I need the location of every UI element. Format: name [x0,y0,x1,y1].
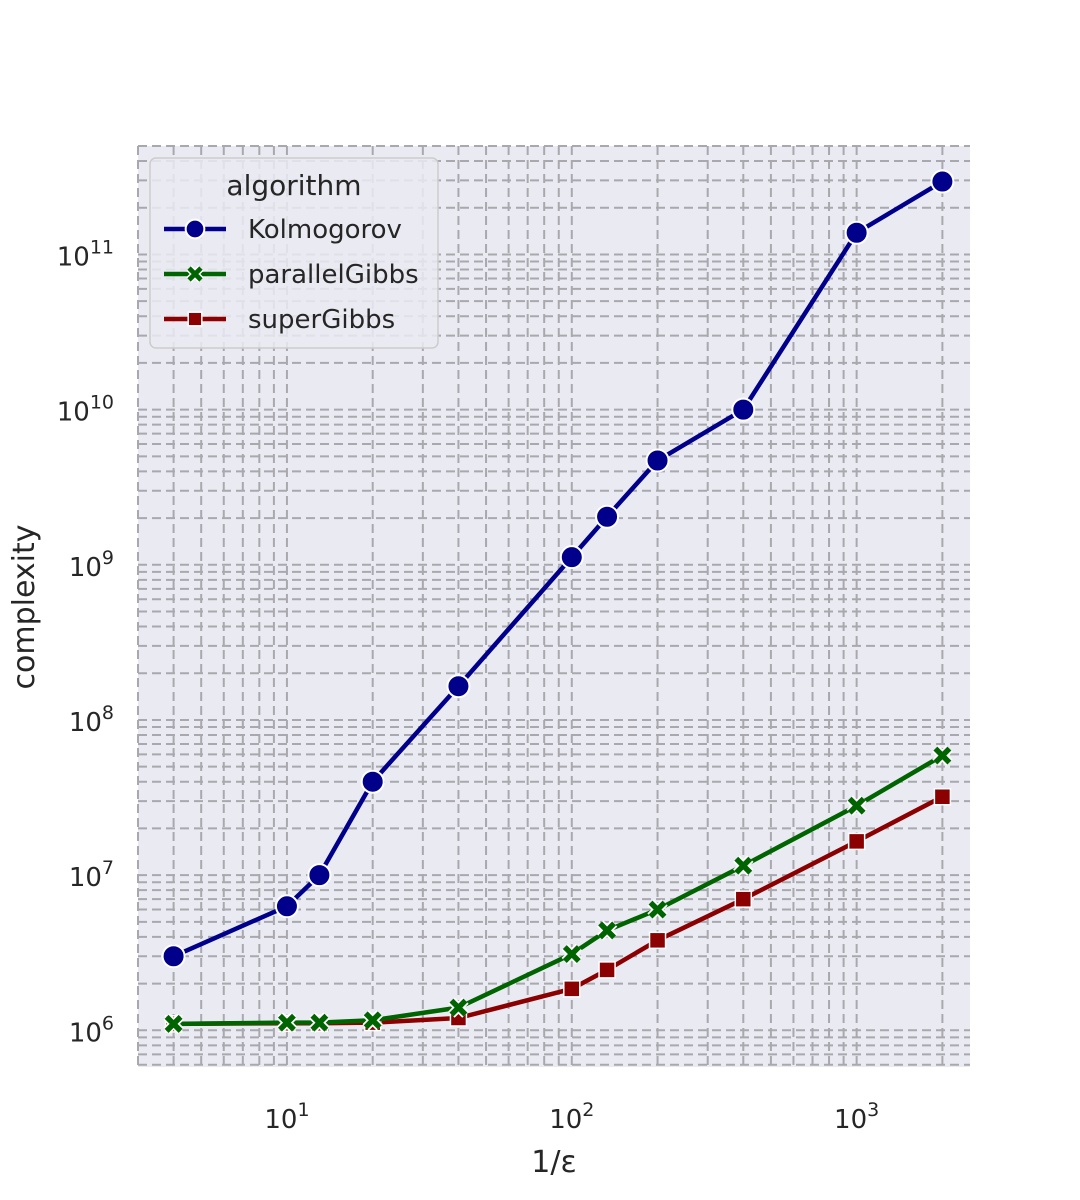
data-point-parallelgibbs [163,1013,184,1035]
y-tick-label: 107 [69,857,114,893]
x-tick-label: 103 [834,1099,879,1135]
legend-marker-parallelgibbs [186,265,204,283]
data-point-supergibbs [563,980,581,998]
y-axis-title: complexity [7,525,42,690]
data-point-kolmogorov [446,674,471,699]
data-point-parallelgibbs [276,1012,298,1033]
legend-label-parallelgibbs: parallelGibbs [248,260,419,290]
data-point-kolmogorov [559,545,584,570]
x-axis-ticks: 101 102 103 [264,1099,879,1135]
data-point-parallelgibbs [448,997,469,1018]
data-point-parallelgibbs [932,745,953,766]
legend-title: algorithm [226,169,361,202]
legend: algorithm Kolmogorov parallelGibbs superGi… [149,157,439,349]
data-point-parallelgibbs [733,855,754,876]
data-point-parallelgibbs [362,1010,383,1031]
data-point-parallelgibbs [596,920,618,941]
data-point-kolmogorov [307,863,332,888]
data-point-parallelgibbs [561,943,582,965]
series-group [161,169,955,1035]
data-point-kolmogorov [645,448,670,473]
data-point-kolmogorov [731,397,756,422]
y-tick-label: 109 [69,547,114,583]
x-tick-label: 102 [549,1099,594,1135]
legend-label-supergibbs: superGibbs [248,305,395,335]
legend-marker-kolmogorov [184,218,206,240]
y-tick-label: 108 [69,702,114,738]
y-tick-label: 1010 [57,392,114,428]
data-point-supergibbs [734,890,753,908]
legend-marker-supergibbs [187,311,203,327]
y-tick-label: 106 [69,1012,114,1048]
data-point-parallelgibbs [647,899,668,920]
data-point-parallelgibbs [846,795,867,816]
y-axis-ticks: 106 107 108 109 1010 1011 [57,236,114,1048]
x-tick-label: 101 [264,1099,309,1135]
data-point-kolmogorov [360,769,385,794]
data-point-kolmogorov [595,504,620,529]
data-point-supergibbs [648,931,667,950]
data-point-parallelgibbs [309,1012,330,1033]
data-point-supergibbs [933,787,952,806]
legend-label-kolmogorov: Kolmogorov [248,215,402,245]
data-point-supergibbs [847,832,866,851]
grid [137,145,970,1067]
data-point-kolmogorov [161,944,186,969]
data-point-kolmogorov [844,220,869,245]
y-tick-label: 1011 [57,236,114,272]
data-point-supergibbs [598,961,616,979]
legend-box [149,157,439,349]
x-axis-title: 1/ε [531,1145,576,1180]
data-point-kolmogorov [930,169,955,194]
data-point-kolmogorov [274,894,299,919]
